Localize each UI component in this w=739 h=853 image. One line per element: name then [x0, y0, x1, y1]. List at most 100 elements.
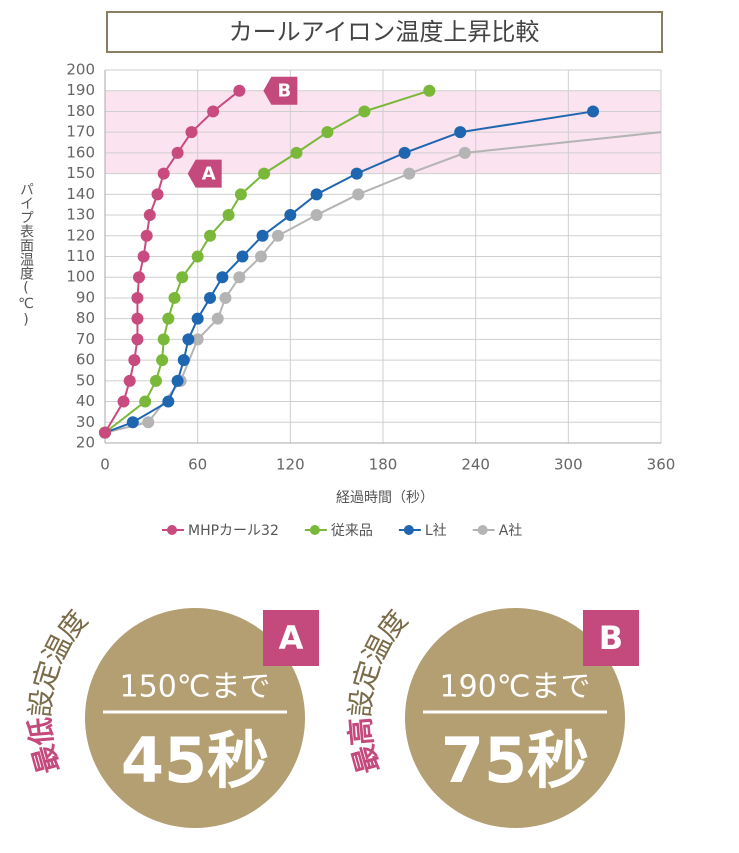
y-tick-label: 80 [76, 309, 95, 327]
data-point [222, 209, 235, 222]
x-axis-label: 経過時間（秒） [336, 490, 434, 506]
data-point [191, 250, 204, 263]
data-point [290, 146, 303, 159]
legend-marker [403, 525, 414, 535]
data-point [149, 374, 162, 387]
data-point [233, 84, 246, 97]
badge-tag [583, 610, 639, 666]
y-tick-label: 20 [76, 434, 95, 452]
data-point [310, 188, 323, 201]
data-point [157, 333, 170, 346]
y-tick-label: 70 [76, 330, 95, 348]
chart-title: カールアイロン温度上昇比較 [229, 18, 540, 46]
data-point [458, 146, 471, 159]
data-point [143, 209, 156, 222]
x-tick-label: 180 [369, 456, 398, 474]
data-point [403, 167, 416, 180]
x-tick-label: 120 [276, 456, 305, 474]
annotation-flag [187, 159, 222, 188]
y-tick-label: 60 [76, 351, 95, 369]
data-point [126, 416, 139, 429]
y-tick-label: 110 [66, 247, 95, 265]
badge-arc-text: 最低設定温度 [23, 604, 94, 777]
badge-arc-path: 最低設定温度 [23, 604, 94, 777]
x-tick-label: 60 [188, 456, 207, 474]
data-point [162, 312, 175, 325]
legend-label: L社 [425, 523, 447, 539]
y-tick-label: 130 [66, 206, 95, 224]
badge-arc-path: 最高設定温度 [343, 604, 414, 777]
data-point [258, 167, 271, 180]
data-point [156, 354, 169, 367]
data-point [191, 312, 204, 325]
series-line [104, 131, 662, 434]
data-point [99, 426, 111, 439]
y-axis-label: パイプ表面温度(℃) [18, 182, 34, 328]
y-tick-label: 90 [76, 288, 95, 306]
data-point [204, 291, 217, 304]
badge-tag-label: A [279, 619, 304, 657]
badge-arc-rest: 設定温度 [344, 604, 415, 719]
annotation-label: B [277, 81, 291, 102]
y-tick-label: 170 [66, 123, 95, 141]
data-point [350, 167, 363, 180]
y-tick-label: 150 [66, 164, 95, 182]
data-point [587, 105, 600, 118]
badge-condition: 190℃まで [440, 670, 591, 705]
data-point [131, 291, 144, 304]
legend-label: MHPカール32 [188, 523, 279, 539]
data-point [168, 291, 181, 304]
badge-arc-accent: 最高 [343, 716, 385, 777]
legend-marker [477, 525, 488, 535]
badge-tag-label: B [599, 619, 623, 657]
badge-condition: 150℃まで [120, 670, 271, 705]
data-point [233, 271, 246, 284]
data-point [321, 126, 334, 139]
x-tick-label: 240 [461, 456, 490, 474]
data-point [185, 126, 198, 139]
y-tick-label: 40 [76, 392, 95, 410]
data-point [151, 188, 164, 201]
data-point [236, 250, 249, 263]
data-point [140, 229, 153, 242]
badge-arc-text: 最高設定温度 [343, 604, 414, 777]
data-point [117, 395, 130, 408]
data-point [157, 167, 170, 180]
title-box [106, 11, 663, 53]
y-tick-label: 120 [66, 226, 95, 244]
data-point [271, 229, 284, 242]
data-point [171, 374, 184, 387]
badge-time: 75秒 [441, 724, 589, 797]
data-point [207, 105, 220, 118]
data-point [204, 229, 217, 242]
data-point [171, 146, 184, 159]
y-tick-label: 100 [66, 268, 95, 286]
data-point [234, 188, 247, 201]
data-point [176, 271, 189, 284]
legend-marker [167, 525, 177, 535]
legend-label: A社 [499, 523, 523, 539]
data-point [142, 416, 155, 429]
data-point [128, 354, 141, 367]
data-point [310, 209, 323, 222]
data-point [284, 209, 297, 222]
data-point [256, 229, 269, 242]
data-point [454, 126, 467, 139]
data-point [123, 374, 136, 387]
x-tick-label: 0 [100, 456, 110, 474]
y-tick-label: 160 [66, 143, 95, 161]
y-tick-label: 190 [66, 81, 95, 99]
data-point [191, 333, 204, 346]
x-tick-label: 360 [647, 456, 676, 474]
data-point [254, 250, 267, 263]
y-tick-label: 180 [66, 102, 95, 120]
data-point [219, 291, 232, 304]
legend-marker [309, 525, 320, 535]
y-tick-label: 30 [76, 413, 95, 431]
badge-circle [85, 608, 305, 828]
badge-time: 45秒 [121, 724, 269, 797]
data-point [139, 395, 152, 408]
badge-arc-accent: 最低 [23, 716, 65, 777]
y-tick-label: 200 [66, 61, 95, 79]
